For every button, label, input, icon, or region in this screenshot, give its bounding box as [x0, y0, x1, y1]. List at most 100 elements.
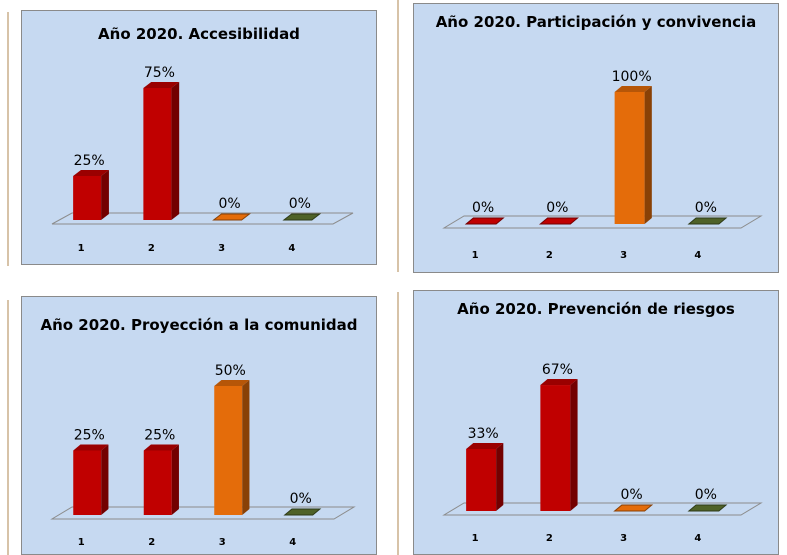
- data-label: 0%: [290, 491, 312, 507]
- chart-title: Año 2020. Accesibilidad: [98, 25, 300, 43]
- chart-title: Año 2020. Prevención de riesgos: [457, 300, 735, 318]
- bar-3: [613, 504, 654, 512]
- bar-front: [614, 92, 645, 224]
- bar-1: [464, 217, 505, 225]
- bar-4: [283, 508, 322, 516]
- bar-slab: [538, 217, 579, 225]
- bar-slab: [212, 213, 251, 221]
- chart-floor: [51, 212, 354, 225]
- data-label: 0%: [472, 200, 494, 216]
- bar-front: [214, 386, 243, 515]
- bar-side: [171, 82, 180, 220]
- bar-side: [496, 442, 504, 511]
- data-label: 0%: [695, 487, 717, 503]
- bar-2: [143, 82, 180, 220]
- chart-plot: 33% 1 67% 2 0% 3 0% 4: [442, 362, 763, 544]
- chart-plot: 25% 1 25% 2 50% 3 0% 4: [50, 363, 356, 548]
- data-label: 0%: [546, 200, 568, 216]
- bar-side: [171, 444, 179, 515]
- bar-4: [282, 213, 322, 221]
- frame-edge-mid-bottom: [397, 292, 399, 555]
- bar-top: [614, 86, 652, 92]
- tick-label: 2: [148, 243, 155, 254]
- bar-1: [73, 170, 109, 220]
- tick-label: 4: [289, 537, 296, 548]
- bar-3: [614, 86, 652, 224]
- tick-label: 1: [78, 537, 85, 548]
- data-label: 100%: [612, 69, 652, 85]
- data-label: 25%: [74, 428, 105, 444]
- bar-front: [143, 88, 172, 220]
- tick-label: 3: [620, 250, 627, 261]
- tick-label: 1: [472, 250, 479, 261]
- bar-2: [540, 379, 578, 511]
- frame-edge-left-bottom: [7, 300, 9, 555]
- bar-top: [73, 170, 109, 176]
- tick-label: 4: [288, 243, 295, 254]
- bar-4: [687, 217, 728, 225]
- bar-3: [212, 213, 251, 221]
- data-label: 50%: [215, 363, 246, 379]
- tick-label: 2: [148, 537, 155, 548]
- frame-edge-mid-top: [397, 0, 399, 272]
- data-label: 0%: [621, 487, 643, 503]
- bar-side: [570, 379, 578, 511]
- bar-4: [687, 504, 728, 512]
- chart-panel-proyeccion: Año 2020. Proyección a la comunidad 25% 1…: [21, 296, 377, 555]
- tick-label: 3: [219, 537, 226, 548]
- bar-side: [644, 86, 652, 224]
- chart-floor: [442, 502, 763, 516]
- chart-plot: 0% 1 0% 2 100% 3 0% 4: [442, 69, 763, 261]
- data-label: 25%: [74, 153, 105, 169]
- tick-label: 4: [694, 250, 701, 261]
- bar-top: [143, 444, 179, 451]
- bar-front: [73, 176, 102, 220]
- data-label: 25%: [144, 428, 175, 444]
- bar-side: [242, 380, 250, 515]
- chart-floor: [50, 506, 356, 520]
- bar-front: [143, 450, 172, 515]
- bar-front: [73, 450, 102, 515]
- data-label: 0%: [289, 196, 311, 212]
- bar-slab: [687, 217, 728, 225]
- bar-top: [466, 442, 504, 449]
- bar-slab: [282, 213, 322, 221]
- bar-2: [143, 444, 179, 515]
- bar-top: [143, 82, 180, 88]
- bar-top: [540, 379, 578, 386]
- bar-front: [466, 448, 497, 511]
- frame-edge-left-top: [7, 12, 9, 266]
- chart-panel-participacion: Año 2020. Participación y convivencia 0%…: [413, 3, 779, 273]
- data-label: 67%: [542, 362, 573, 378]
- bar-top: [73, 444, 109, 451]
- tick-label: 2: [546, 533, 553, 544]
- data-label: 33%: [468, 426, 499, 442]
- chart-panel-prevencion: Año 2020. Prevención de riesgos 33% 1 67% 2…: [413, 290, 779, 555]
- bar-front: [540, 385, 571, 511]
- bar-slab: [283, 508, 322, 516]
- data-label: 75%: [144, 65, 175, 81]
- bar-3: [214, 380, 250, 515]
- data-label: 0%: [219, 196, 241, 212]
- chart-title: Año 2020. Participación y convivencia: [435, 13, 757, 31]
- bar-1: [73, 444, 109, 515]
- data-label: 0%: [695, 200, 717, 216]
- chart-title: Año 2020. Proyección a la comunidad: [40, 316, 358, 334]
- chart-plot: 25% 1 75% 2 0% 3 0% 4: [51, 65, 354, 254]
- bar-top: [214, 380, 250, 386]
- chart-floor: [442, 215, 763, 229]
- tick-label: 1: [78, 243, 85, 254]
- bar-slab: [687, 504, 728, 512]
- tick-label: 3: [620, 533, 627, 544]
- bar-1: [466, 442, 504, 511]
- chart-panel-accesibilidad: Año 2020. Accesibilidad 25% 1 75% 2 0% 3 0% 4: [21, 10, 377, 265]
- bar-side: [101, 170, 109, 220]
- bar-2: [538, 217, 579, 225]
- tick-label: 1: [472, 533, 479, 544]
- bar-slab: [464, 217, 505, 225]
- bar-slab: [613, 504, 654, 512]
- tick-label: 4: [694, 533, 701, 544]
- tick-label: 3: [218, 243, 225, 254]
- tick-label: 2: [546, 250, 553, 261]
- bar-side: [101, 444, 109, 515]
